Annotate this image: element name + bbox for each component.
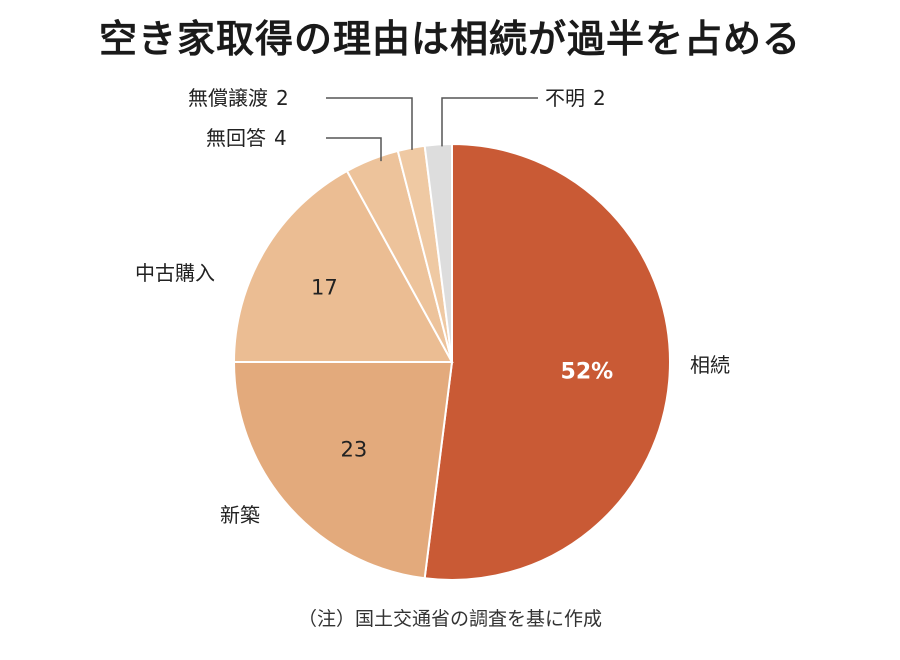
slice-1-category-label: 相続	[690, 353, 730, 377]
slice-5-category-label: 無償譲渡 2	[188, 86, 289, 110]
slice-4-leader-line	[326, 137, 382, 162]
slice-3-wedge	[232, 169, 454, 363]
slice-6-wedge	[423, 142, 453, 363]
slice-4-value-label: 4	[274, 126, 287, 150]
chart-note: （注）国土交通省の調査を基に作成	[297, 608, 602, 630]
slice-2-category-label: 新築	[220, 503, 260, 527]
slice-6-category-label: 不明 2	[545, 86, 606, 110]
slice-6-leader-line	[441, 97, 538, 147]
slice-6-value-label: 2	[593, 86, 606, 110]
leader-lines	[326, 97, 538, 162]
slice-2-value-label: 23	[341, 437, 368, 461]
slice-1-wedge	[423, 142, 671, 581]
chart-title: 空き家取得の理由は相続が過半を占める	[98, 17, 801, 61]
slice-5-leader-line	[326, 97, 413, 150]
slice-3-category-label: 中古購入	[135, 261, 215, 285]
slice-1-value-label: 52%	[561, 359, 614, 384]
pie-slices	[232, 142, 671, 581]
slice-5-value-label: 2	[276, 86, 289, 110]
slice-4-category-label: 無回答 4	[206, 126, 287, 150]
slice-2-wedge	[232, 361, 454, 580]
slice-3-value-label: 17	[311, 276, 338, 300]
